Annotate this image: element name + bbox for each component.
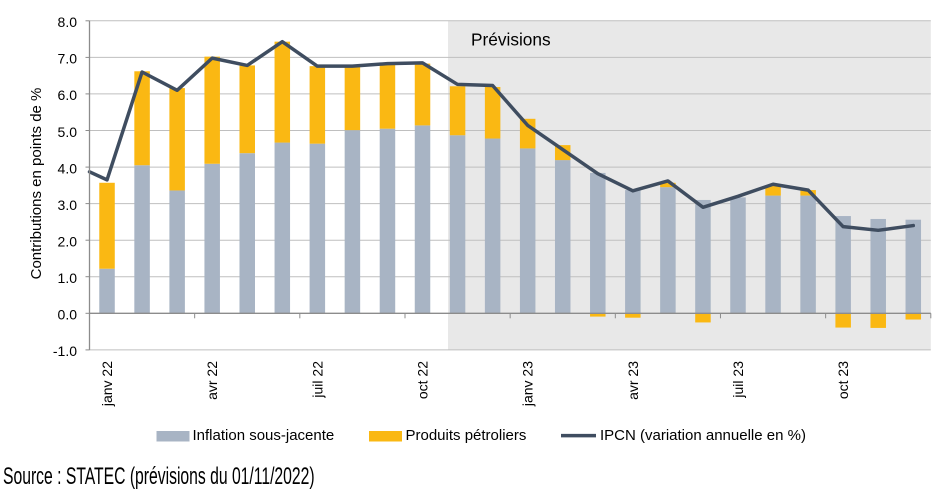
svg-text:4.0: 4.0 <box>58 160 78 176</box>
svg-text:7.0: 7.0 <box>58 51 78 67</box>
svg-text:avr 23: avr 23 <box>625 361 641 400</box>
svg-text:Inflation sous-jacente: Inflation sous-jacente <box>193 427 335 444</box>
svg-text:IPCN (variation annuelle en %): IPCN (variation annuelle en %) <box>600 427 806 444</box>
svg-text:0.0: 0.0 <box>58 307 78 323</box>
svg-text:5.0: 5.0 <box>58 124 78 140</box>
svg-text:juil 23: juil 23 <box>730 361 746 399</box>
svg-text:-1.0: -1.0 <box>53 343 77 359</box>
svg-text:6.0: 6.0 <box>58 87 78 103</box>
svg-text:Source : STATEC (prévisions du: Source : STATEC (prévisions du 01/11/202… <box>3 464 315 490</box>
svg-text:juil 22: juil 22 <box>309 361 325 399</box>
svg-text:8.0: 8.0 <box>58 14 78 30</box>
svg-text:avr 22: avr 22 <box>204 361 220 400</box>
svg-text:janv 23: janv 23 <box>520 361 536 407</box>
svg-text:3.0: 3.0 <box>58 197 78 213</box>
svg-text:janv 22: janv 22 <box>99 361 115 407</box>
svg-text:Produits pétroliers: Produits pétroliers <box>406 427 527 444</box>
svg-text:oct 23: oct 23 <box>835 361 851 399</box>
svg-text:oct 22: oct 22 <box>415 361 431 399</box>
svg-text:2.0: 2.0 <box>58 234 78 250</box>
svg-text:Contributions en points de %: Contributions en points de % <box>28 88 45 280</box>
svg-text:1.0: 1.0 <box>58 270 78 286</box>
svg-text:Prévisions: Prévisions <box>471 29 551 49</box>
